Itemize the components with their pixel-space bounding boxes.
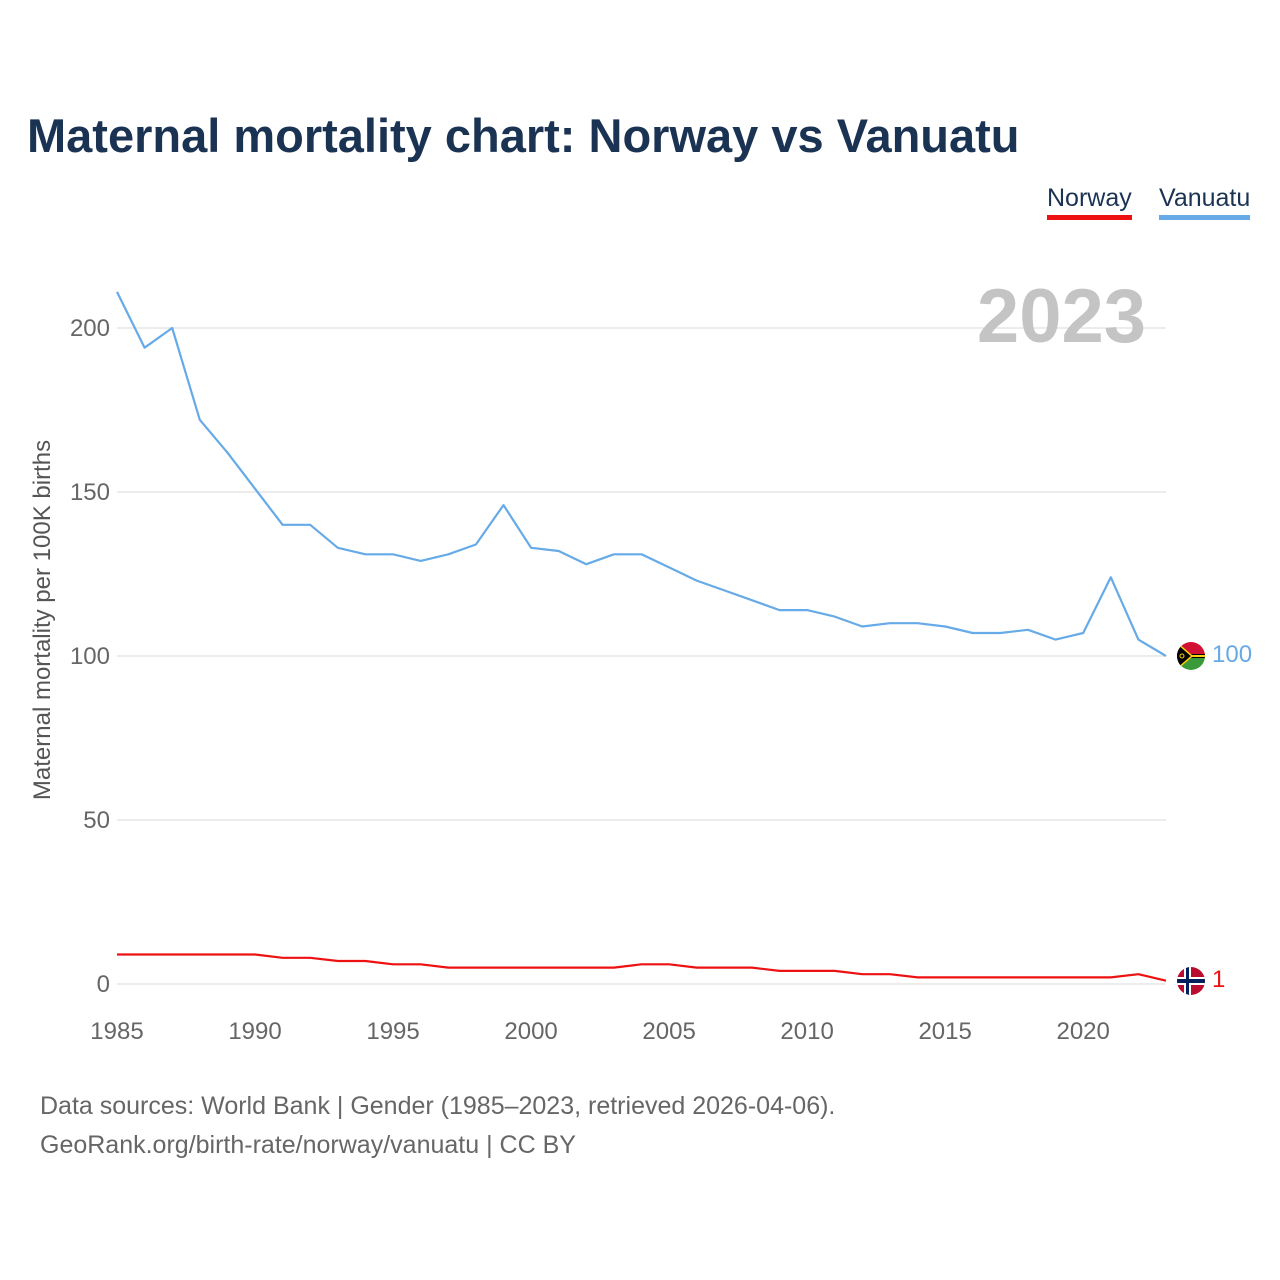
norway-flag-icon: [1177, 967, 1205, 995]
series-lines: [116, 291, 1167, 982]
source-line-1: Data sources: World Bank | Gender (1985–…: [40, 1092, 836, 1120]
chart-title: Maternal mortality chart: Norway vs Vanu…: [27, 109, 1020, 162]
x-tick-label-1995: 1995: [366, 1018, 419, 1045]
x-axis-ticks: 1985 1990 1995 2000 2005 2010 2015 2020: [90, 1018, 1110, 1045]
series-line-norway[interactable]: [117, 953, 1167, 982]
legend-item-vanuatu[interactable]: Vanuatu: [1159, 184, 1251, 220]
source-line-2[interactable]: GeoRank.org/birth-rate/norway/vanuatu | …: [40, 1131, 576, 1159]
y-tick-label-200: 200: [70, 315, 110, 342]
y-tick-label-100: 100: [70, 643, 110, 670]
x-tick-label-1985: 1985: [90, 1018, 143, 1045]
source-note: Data sources: World Bank | Gender (1985–…: [40, 1087, 835, 1165]
end-value-vanuatu: 100: [1212, 641, 1252, 668]
y-axis-ticks: 0 50 100 150 200: [70, 315, 110, 998]
year-watermark: 2023: [977, 274, 1146, 359]
legend-item-norway[interactable]: Norway: [1047, 184, 1132, 220]
y-tick-label-50: 50: [83, 807, 110, 834]
x-tick-label-2015: 2015: [918, 1018, 971, 1045]
y-tick-label-150: 150: [70, 479, 110, 506]
vanuatu-flag-icon: [1177, 642, 1205, 670]
gridlines: [117, 327, 1166, 985]
x-tick-label-1990: 1990: [228, 1018, 281, 1045]
x-tick-label-2020: 2020: [1056, 1018, 1109, 1045]
end-value-norway: 1: [1212, 966, 1225, 993]
x-tick-label-2005: 2005: [642, 1018, 695, 1045]
y-axis-label: Maternal mortality per 100K births: [29, 440, 56, 800]
x-tick-label-2000: 2000: [504, 1018, 557, 1045]
x-tick-label-2010: 2010: [780, 1018, 833, 1045]
series-line-vanuatu[interactable]: [116, 291, 1167, 657]
y-tick-label-0: 0: [97, 971, 110, 998]
